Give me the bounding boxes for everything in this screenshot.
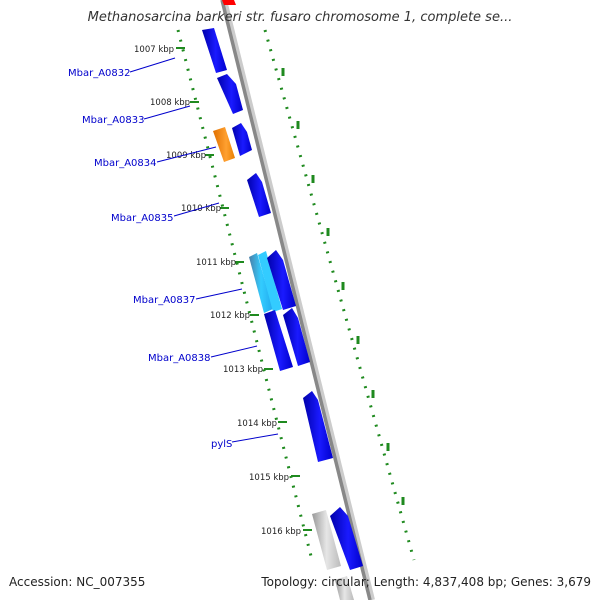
tick-label-1011: 1011 kbp	[196, 258, 236, 268]
label-leader-a0834	[156, 146, 217, 163]
gene-features	[202, 28, 363, 600]
gene-arrow-orange[interactable]	[213, 127, 235, 162]
outer-major-ticks	[281, 68, 405, 505]
gene-label-a0838[interactable]: Mbar_A0838	[148, 353, 211, 364]
gene-arrow[interactable]	[283, 308, 310, 366]
gene-label-a0832[interactable]: Mbar_A0832	[68, 68, 131, 79]
accession-text: Accession: NC_007355	[9, 575, 146, 589]
label-leader-a0837	[195, 288, 243, 300]
gene-arrow[interactable]	[303, 391, 333, 462]
tick-label-1015: 1015 kbp	[249, 473, 289, 483]
outer-tick-track	[263, 29, 416, 561]
label-leader-a0838	[210, 345, 258, 358]
gene-arrow[interactable]	[217, 74, 243, 114]
tick-label-1012: 1012 kbp	[210, 311, 250, 321]
label-leader-a0833	[143, 105, 191, 120]
genome-summary-text: Topology: circular; Length: 4,837,408 bp…	[261, 575, 591, 589]
label-leader-a0835	[173, 202, 220, 217]
gene-arrow[interactable]	[330, 507, 363, 570]
label-leader-a0832	[129, 57, 176, 73]
gene-label-a0834[interactable]: Mbar_A0834	[94, 158, 157, 169]
gene-arrow[interactable]	[264, 310, 293, 371]
inner-tick-track	[176, 29, 314, 561]
gene-arrow[interactable]	[232, 123, 252, 156]
gene-arrow[interactable]	[258, 251, 282, 312]
gene-arrow[interactable]	[247, 173, 271, 217]
tick-label-1014: 1014 kbp	[237, 419, 277, 429]
tick-label-1007: 1007 kbp	[134, 45, 174, 55]
label-leader-pyls	[231, 433, 279, 443]
gene-arrow-light[interactable]	[249, 253, 273, 313]
tick-label-1008: 1008 kbp	[150, 98, 190, 108]
gene-arrow[interactable]	[267, 250, 296, 310]
gene-label-a0835[interactable]: Mbar_A0835	[111, 213, 174, 224]
tick-label-1016: 1016 kbp	[261, 527, 301, 537]
backbone	[220, 0, 372, 600]
tick-label-1010: 1010 kbp	[181, 204, 221, 214]
backbone-shadow	[221, 0, 375, 600]
tick-label-1013: 1013 kbp	[223, 365, 263, 375]
gene-arrow-gray[interactable]	[312, 510, 341, 570]
top-marker	[222, 0, 236, 5]
gene-arrow-gray[interactable]	[335, 576, 354, 600]
gene-label-a0837[interactable]: Mbar_A0837	[133, 295, 196, 306]
gene-label-pyls[interactable]: pylS	[211, 439, 232, 450]
tick-label-1009: 1009 kbp	[166, 151, 206, 161]
map-title: Methanosarcina barkeri str. fusaro chrom…	[87, 10, 513, 25]
gene-arrow[interactable]	[202, 28, 227, 73]
gene-label-a0833[interactable]: Mbar_A0833	[82, 115, 145, 126]
